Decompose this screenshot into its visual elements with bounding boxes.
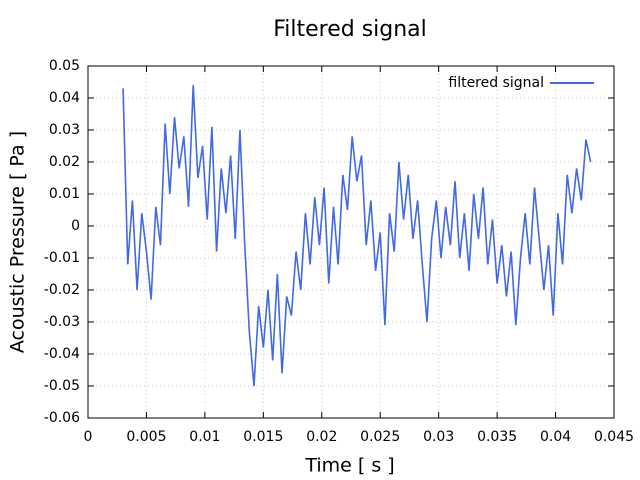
y-tick-label: 0.01 [49, 186, 80, 202]
y-tick-label: -0.01 [44, 250, 80, 266]
y-tick-label: 0.04 [49, 90, 80, 106]
y-tick-label: 0.02 [49, 154, 80, 170]
x-tick-label: 0.025 [360, 429, 400, 445]
data-line [122, 85, 592, 387]
x-tick-label: 0.015 [243, 429, 283, 445]
x-axis-label: Time [ s ] [304, 455, 394, 477]
x-tick-label: 0.02 [306, 429, 337, 445]
plot-frame [87, 65, 615, 419]
x-tick-label: 0.04 [540, 429, 571, 445]
chart-title: Filtered signal [273, 17, 427, 42]
x-tick-label: 0 [84, 429, 93, 445]
y-tick-label: -0.06 [44, 410, 80, 426]
y-tick-label: 0.05 [49, 58, 80, 74]
legend-label: filtered signal [448, 75, 544, 91]
x-tick-label: 0.03 [423, 429, 454, 445]
y-tick-label: -0.05 [44, 378, 80, 394]
y-tick-label: -0.02 [44, 282, 80, 298]
y-tick-label: -0.03 [44, 314, 80, 330]
y-tick-label: -0.04 [44, 346, 80, 362]
y-tick-label: 0 [71, 218, 80, 234]
y-tick-label: 0.03 [49, 122, 80, 138]
x-tick-label: 0.005 [126, 429, 166, 445]
x-tick-label: 0.01 [189, 429, 220, 445]
x-tick-label: 0.035 [477, 429, 517, 445]
x-tick-label: 0.045 [594, 429, 634, 445]
y-axis-label: Acoustic Pressure [ Pa ] [7, 131, 29, 353]
